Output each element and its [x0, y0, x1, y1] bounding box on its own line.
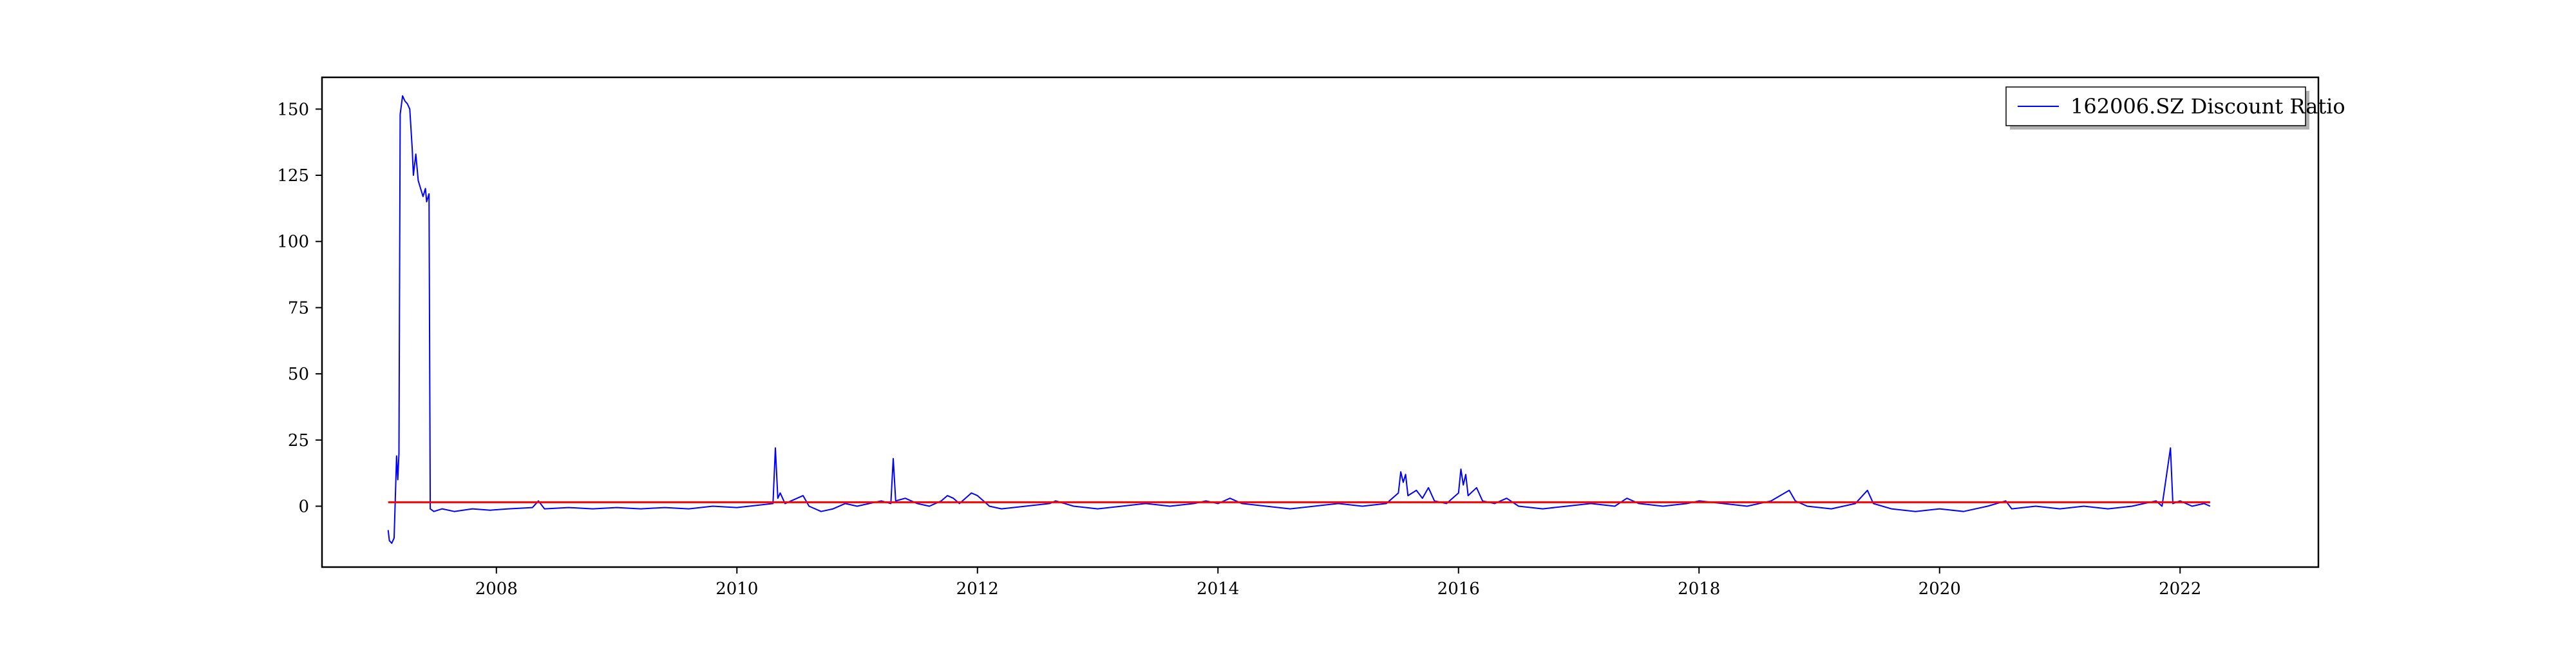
y-tick-label: 150	[277, 100, 309, 119]
plot-area	[387, 95, 2211, 544]
x-tick-label: 2020	[1918, 579, 1961, 599]
y-tick-label: 50	[288, 365, 309, 384]
legend-label: 162006.SZ Discount Ratio	[2070, 94, 2345, 119]
axis-ticks: 2008 2010 2012 2014 2016 2018 2020 2022 0 25 50 75 1…	[277, 100, 2201, 599]
y-tick-label: 25	[288, 431, 309, 450]
x-tick-label: 2008	[475, 579, 518, 599]
x-tick-label: 2022	[2159, 579, 2201, 599]
x-tick-label: 2012	[956, 579, 999, 599]
x-tick-label: 2018	[1678, 579, 1720, 599]
plot-frame	[321, 76, 2320, 568]
x-tick-label: 2016	[1437, 579, 1480, 599]
y-tick-label: 100	[277, 233, 309, 252]
x-tick-label: 2010	[715, 579, 758, 599]
y-tick-label: 125	[277, 166, 309, 186]
y-tick-label: 0	[298, 497, 309, 517]
y-tick-label: 75	[288, 298, 309, 318]
legend: 162006.SZ Discount Ratio	[2005, 86, 2345, 130]
discount-ratio-line	[387, 95, 2211, 544]
x-tick-label: 2014	[1197, 579, 1239, 599]
